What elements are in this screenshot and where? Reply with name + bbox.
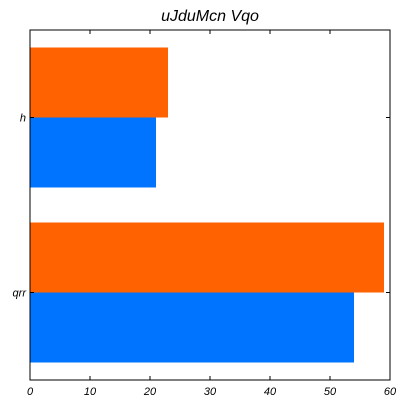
x-tick-label: 50: [324, 386, 337, 398]
bar-qrr-series-1: [30, 292, 354, 363]
x-tick-label: 60: [384, 386, 397, 398]
x-tick-label: 30: [204, 386, 217, 398]
ticks-layer: 0 10 20 30 40 50 60 qrr h: [13, 30, 397, 398]
chart-title: uJduMcn Vqo: [161, 8, 259, 25]
bar-h-series-2: [30, 47, 168, 118]
y-tick-label-qrr: qrr: [13, 288, 28, 300]
x-tick-label: 40: [264, 386, 277, 398]
x-tick-label: 0: [27, 386, 34, 398]
bars-layer: [30, 47, 384, 363]
bar-h-series-1: [30, 117, 156, 188]
y-tick-label-h: h: [20, 113, 26, 125]
x-tick-label: 10: [84, 386, 97, 398]
x-tick-label: 20: [143, 386, 157, 398]
bar-qrr-series-2: [30, 222, 384, 293]
